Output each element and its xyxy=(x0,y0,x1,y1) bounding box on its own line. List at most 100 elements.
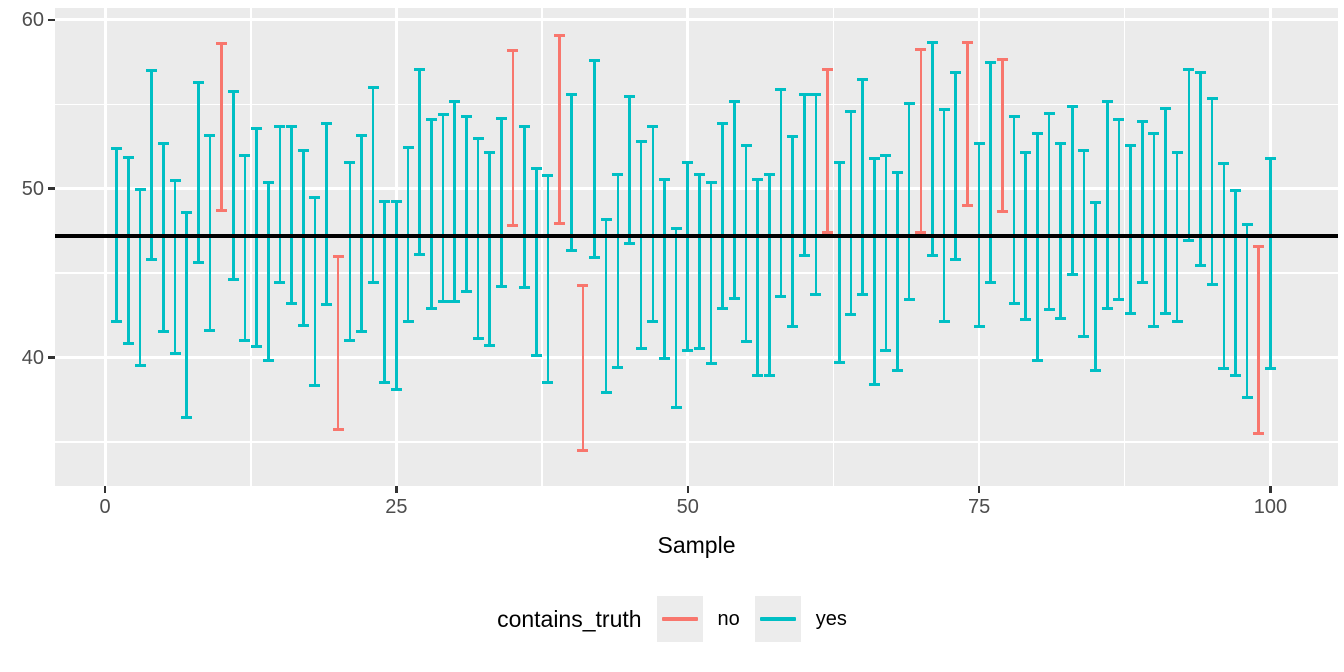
error-bar-cap-bottom xyxy=(239,338,251,342)
error-bar-cap-top xyxy=(810,93,822,97)
error-bar-cap-top xyxy=(379,199,391,203)
error-bar-cap-bottom xyxy=(763,374,775,378)
error-bar-cap-top xyxy=(717,121,729,125)
error-bar-cap-bottom xyxy=(903,298,915,302)
error-bar-cap-top xyxy=(402,145,414,149)
error-bar-line xyxy=(779,89,783,297)
error-bar-cap-bottom xyxy=(705,362,717,366)
error-bar-line xyxy=(1082,149,1086,338)
error-bar-cap-top xyxy=(950,71,962,75)
error-bar-cap-top xyxy=(122,155,134,159)
error-bar-cap-top xyxy=(157,142,169,146)
legend-swatch-yes xyxy=(754,596,801,642)
error-bar-cap-bottom xyxy=(554,222,566,226)
error-bar-line xyxy=(1152,132,1156,328)
error-bar-cap-bottom xyxy=(1090,369,1102,373)
error-bar-line xyxy=(1164,107,1167,314)
error-bar-line xyxy=(954,72,958,260)
error-bar-cap-top xyxy=(903,101,915,105)
error-bar-cap-top xyxy=(227,89,239,93)
x-axis-tick-label: 0 xyxy=(99,496,111,518)
x-minor-gridline xyxy=(832,8,835,486)
error-bar-cap-top xyxy=(868,157,880,161)
error-bar-cap-bottom xyxy=(1206,283,1218,286)
error-bar-line xyxy=(1187,68,1191,242)
error-bar-cap-top xyxy=(286,125,298,129)
error-bar-line xyxy=(1117,119,1121,301)
error-bar-cap-bottom xyxy=(1194,264,1206,268)
error-bar-cap-top xyxy=(414,67,426,71)
y-major-gridline xyxy=(55,356,1338,360)
error-bar-cap-bottom xyxy=(798,254,810,258)
error-bar-cap-bottom xyxy=(1136,281,1148,285)
error-bar-cap-top xyxy=(1253,245,1265,249)
x-axis-tick xyxy=(977,486,981,493)
legend-label-yes: yes xyxy=(815,607,847,630)
error-bar-cap-bottom xyxy=(507,223,519,227)
error-bar-line xyxy=(336,256,340,431)
error-bar-cap-top xyxy=(1148,131,1160,135)
error-bar-cap-top xyxy=(1020,150,1032,154)
x-axis-tick-label: 50 xyxy=(676,496,699,518)
y-axis-tick-label: 60 xyxy=(21,8,44,31)
error-bar-cap-top xyxy=(1090,201,1102,205)
error-bar-cap-bottom xyxy=(589,255,601,259)
error-bar-cap-top xyxy=(693,172,705,176)
error-bar-line xyxy=(628,95,631,245)
error-bar-cap-bottom xyxy=(1125,311,1137,315)
truth-reference-line xyxy=(55,234,1338,238)
error-bar-cap-top xyxy=(1008,115,1020,119)
error-bar-line xyxy=(1210,97,1214,285)
error-bar-cap-bottom xyxy=(519,286,531,290)
error-bar-line xyxy=(942,109,946,323)
y-major-gridline xyxy=(55,18,1338,22)
error-bar-line xyxy=(1199,72,1202,267)
error-bar-cap-bottom xyxy=(321,303,333,307)
error-bar-cap-bottom xyxy=(670,406,682,410)
error-bar-cap-bottom xyxy=(577,448,589,452)
error-bar-cap-bottom xyxy=(309,384,321,388)
error-bar-cap-top xyxy=(1183,67,1195,71)
error-bar-cap-top xyxy=(705,180,717,184)
error-bar-line xyxy=(756,178,759,377)
error-bar-line xyxy=(826,68,829,233)
error-bar-cap-bottom xyxy=(484,343,496,347)
error-bar-cap-bottom xyxy=(495,284,507,288)
error-bar-cap-top xyxy=(134,187,146,191)
error-bar-cap-bottom xyxy=(973,325,985,329)
error-bar-cap-bottom xyxy=(600,391,612,395)
x-minor-gridline xyxy=(250,8,252,486)
error-bar-cap-bottom xyxy=(530,353,542,357)
error-bar-cap-top xyxy=(1113,118,1125,122)
error-bar-line xyxy=(395,200,398,390)
y-major-gridline xyxy=(55,187,1338,191)
x-axis-tick-label: 100 xyxy=(1253,496,1288,518)
error-bar-cap-bottom xyxy=(1113,298,1125,302)
error-bar-line xyxy=(162,143,165,333)
error-bar-cap-top xyxy=(507,49,519,53)
error-bar-line xyxy=(989,62,993,284)
error-bar-line xyxy=(569,94,573,252)
error-bar-cap-bottom xyxy=(367,281,379,285)
error-bar-line xyxy=(663,178,666,360)
error-bar-cap-bottom xyxy=(1031,359,1043,362)
error-bar-line xyxy=(534,168,538,356)
error-bar-cap-top xyxy=(845,110,857,114)
error-bar-cap-top xyxy=(728,99,740,103)
error-bar-cap-bottom xyxy=(1055,316,1067,320)
error-bar-cap-bottom xyxy=(1160,311,1172,315)
error-bar-line xyxy=(802,94,806,257)
y-axis-tick xyxy=(48,187,55,190)
error-bar-line xyxy=(266,181,270,361)
error-bar-cap-bottom xyxy=(1008,301,1020,305)
legend: contains_truth no yes xyxy=(0,596,1344,642)
error-bar-cap-top xyxy=(146,69,158,73)
error-bar-cap-bottom xyxy=(262,359,274,362)
error-bar-cap-bottom xyxy=(682,348,694,352)
error-bar-line xyxy=(511,50,515,226)
error-bar-cap-top xyxy=(1043,111,1055,115)
error-bar-cap-bottom xyxy=(1241,396,1253,400)
error-bar-cap-bottom xyxy=(297,323,309,327)
error-bar-cap-top xyxy=(449,99,461,103)
error-bar-cap-top xyxy=(589,59,601,63)
